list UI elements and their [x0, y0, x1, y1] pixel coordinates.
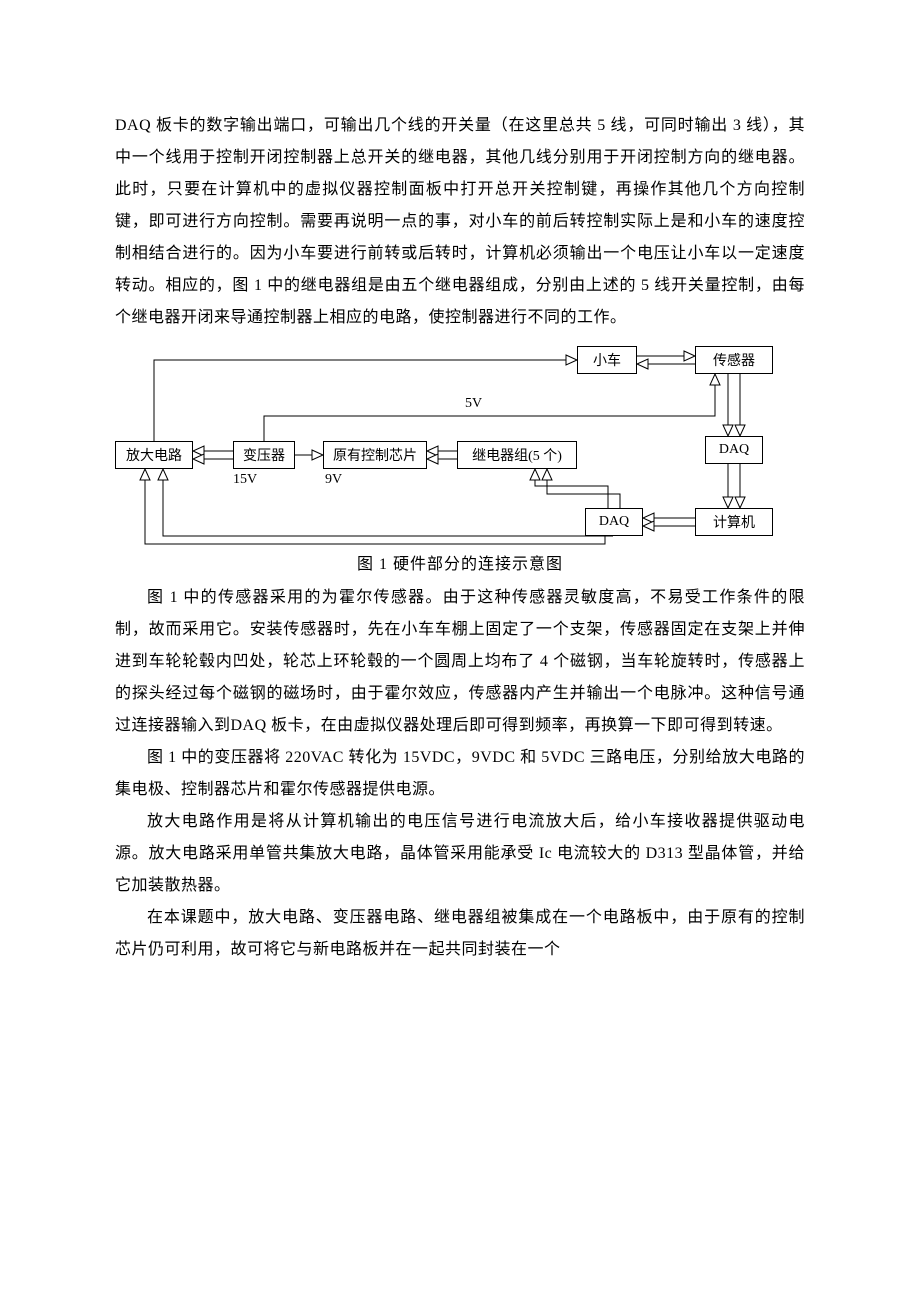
node-transformer: 变压器	[233, 441, 295, 469]
paragraph-3: 图 1 中的变压器将 220VAC 转化为 15VDC，9VDC 和 5VDC …	[115, 742, 805, 806]
paragraph-2: 图 1 中的传感器采用的为霍尔传感器。由于这种传感器灵敏度高，不易受工作条件的限…	[115, 582, 805, 742]
node-daq-1: DAQ	[705, 436, 763, 464]
node-computer: 计算机	[695, 508, 773, 536]
node-sensor: 传感器	[695, 346, 773, 374]
node-chip: 原有控制芯片	[323, 441, 427, 469]
label-9v: 9V	[325, 472, 342, 488]
diagram-canvas: 小车 传感器 放大电路 变压器 原有控制芯片 继电器组(5 个) DAQ DAQ…	[115, 346, 805, 546]
figure-1: 小车 传感器 放大电路 变压器 原有控制芯片 继电器组(5 个) DAQ DAQ…	[115, 346, 805, 574]
paragraph-4: 放大电路作用是将从计算机输出的电压信号进行电流放大后，给小车接收器提供驱动电源。…	[115, 806, 805, 902]
figure-1-caption: 图 1 硬件部分的连接示意图	[115, 550, 805, 574]
label-5v: 5V	[465, 396, 482, 412]
paragraph-5: 在本课题中，放大电路、变压器电路、继电器组被集成在一个电路板中，由于原有的控制芯…	[115, 902, 805, 966]
node-amp: 放大电路	[115, 441, 193, 469]
node-relay: 继电器组(5 个)	[457, 441, 577, 469]
node-daq-2: DAQ	[585, 508, 643, 536]
paragraph-1: DAQ 板卡的数字输出端口，可输出几个线的开关量（在这里总共 5 线，可同时输出…	[115, 110, 805, 334]
node-car: 小车	[577, 346, 637, 374]
label-15v: 15V	[233, 472, 257, 488]
